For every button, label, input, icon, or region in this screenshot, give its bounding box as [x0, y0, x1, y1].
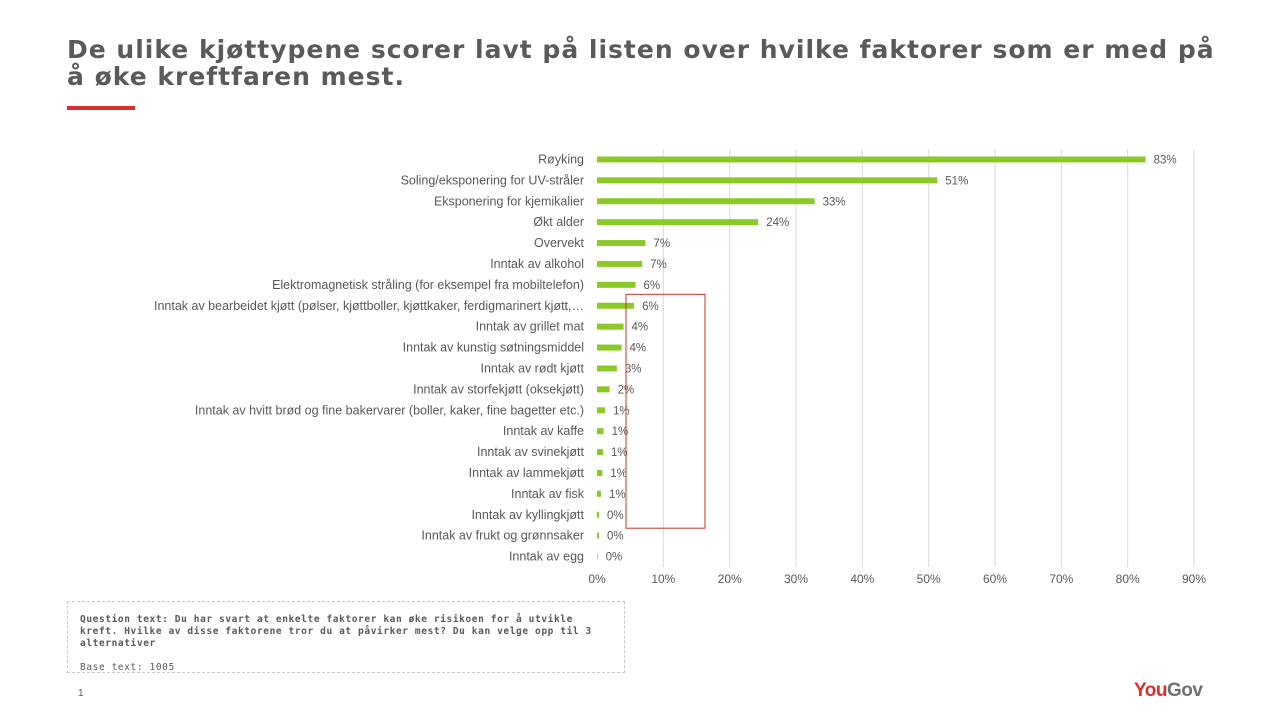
- page-number: 1: [78, 688, 84, 699]
- value-label: 24%: [766, 217, 789, 229]
- category-label: Inntak av alkohol: [490, 257, 584, 271]
- bar: [597, 511, 599, 518]
- x-tick-label: 60%: [983, 572, 1007, 586]
- bar: [597, 490, 601, 497]
- category-label: Overvekt: [534, 236, 585, 250]
- x-tick-label: 80%: [1116, 572, 1140, 586]
- value-label: 1%: [610, 468, 627, 480]
- category-label: Eksponering for kjemikalier: [434, 194, 584, 208]
- category-label: Økt alder: [533, 215, 584, 229]
- bars: [597, 156, 1146, 560]
- bar: [597, 156, 1146, 163]
- value-label: 4%: [632, 322, 649, 334]
- bar: [597, 449, 603, 456]
- x-tick-label: 50%: [917, 572, 941, 586]
- category-label: Soling/eksponering for UV-stråler: [401, 173, 584, 187]
- logo-you: You: [1134, 680, 1167, 701]
- value-label: 1%: [611, 447, 628, 459]
- value-label: 0%: [607, 531, 624, 543]
- category-label: Inntak av bearbeidet kjøtt (pølser, kjøt…: [154, 299, 584, 313]
- value-label: 1%: [612, 426, 629, 438]
- value-label: 6%: [642, 301, 659, 313]
- x-tick-label: 90%: [1182, 572, 1206, 586]
- x-axis-tick-labels: 0% 10% 20% 30% 40% 50% 60% 70% 80% 90%: [588, 572, 1206, 586]
- category-label: Inntak av frukt og grønnsaker: [421, 529, 584, 543]
- bar: [597, 386, 610, 393]
- bar: [597, 219, 759, 226]
- category-label: Inntak av storfekjøtt (oksekjøtt): [413, 382, 584, 396]
- category-label: Inntak av fisk: [511, 487, 585, 501]
- bar: [597, 469, 603, 476]
- category-label: Inntak av kaffe: [503, 424, 584, 438]
- bar: [597, 177, 938, 184]
- value-label: 0%: [606, 552, 623, 564]
- category-label: Elektromagnetisk stråling (for eksempel …: [272, 278, 584, 292]
- value-label: 3%: [625, 363, 642, 375]
- value-label: 6%: [643, 280, 660, 292]
- value-labels: 83%51%33%24%7%7%6%6%4%4%3%2%1%1%1%1%1%0%…: [606, 154, 1177, 563]
- x-tick-label: 20%: [718, 572, 742, 586]
- value-label: 51%: [945, 175, 968, 187]
- bar: [597, 281, 636, 288]
- value-label: 1%: [613, 405, 630, 417]
- title-accent-rule: [67, 106, 135, 110]
- bar: [597, 302, 635, 309]
- highlight-box: [625, 293, 706, 529]
- x-tick-label: 40%: [850, 572, 874, 586]
- category-label: Inntak av rødt kjøtt: [480, 361, 584, 375]
- x-tick-label: 70%: [1049, 572, 1073, 586]
- value-label: 83%: [1154, 154, 1177, 166]
- category-label: Inntak av kyllingkjøtt: [471, 508, 584, 522]
- slide-title: De ulike kjøttypene scorer lavt på liste…: [67, 35, 1215, 91]
- category-label: Røyking: [538, 152, 584, 166]
- category-label: Inntak av kunstig søtningsmiddel: [403, 341, 584, 355]
- bar: [597, 344, 622, 351]
- bar: [597, 553, 598, 560]
- yougov-logo: YouGov: [1134, 680, 1203, 702]
- bar: [597, 365, 617, 372]
- base-text: Base text: 1005: [80, 662, 175, 673]
- value-label: 33%: [823, 196, 846, 208]
- bar: [597, 240, 646, 247]
- category-label: Inntak av svinekjøtt: [477, 445, 585, 459]
- x-tick-label: 0%: [588, 572, 606, 586]
- bar: [597, 407, 605, 414]
- bar: [597, 532, 599, 539]
- bar: [597, 260, 643, 267]
- bar: [597, 198, 815, 205]
- category-label: Inntak av grillet mat: [476, 320, 585, 334]
- bar-chart: Røyking Soling/eksponering for UV-stråler…: [154, 149, 1206, 586]
- value-label: 1%: [609, 489, 626, 501]
- category-label: Inntak av lammekjøtt: [469, 466, 585, 480]
- question-box: Question text: Du har svart at enkelte f…: [67, 601, 625, 673]
- question-text: Question text: Du har svart at enkelte f…: [80, 614, 592, 649]
- category-label: Inntak av hvitt brød og fine bakervarer …: [195, 403, 584, 417]
- value-label: 0%: [607, 510, 624, 522]
- bar: [597, 428, 604, 435]
- value-label: 7%: [650, 259, 667, 271]
- bar: [597, 323, 624, 330]
- category-labels: Røyking Soling/eksponering for UV-stråler…: [154, 152, 585, 563]
- x-tick-label: 10%: [651, 572, 675, 586]
- value-label: 4%: [630, 343, 647, 355]
- gridlines: [662, 149, 1195, 567]
- category-label: Inntak av egg: [509, 550, 584, 564]
- x-tick-label: 30%: [784, 572, 808, 586]
- logo-gov: Gov: [1166, 680, 1203, 701]
- value-label: 7%: [653, 238, 670, 250]
